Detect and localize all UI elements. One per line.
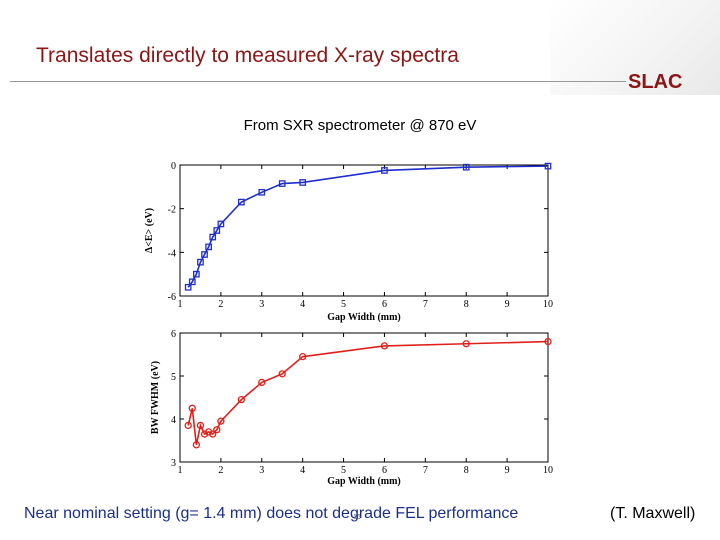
data-point (237, 198, 245, 206)
data-point (299, 179, 307, 186)
data-point (462, 340, 470, 348)
plot-frame (179, 164, 549, 297)
x-tick-label: 9 (505, 465, 510, 476)
data-point (188, 404, 196, 412)
data-point (381, 167, 388, 174)
data-point (278, 180, 286, 187)
data-point (184, 421, 192, 430)
x-tick-label: 8 (464, 465, 469, 476)
x-tick-label: 2 (218, 299, 223, 310)
data-point (193, 270, 200, 278)
chart-subtitle: From SXR spectrometer @ 870 eV (243, 117, 477, 134)
data-point (217, 220, 225, 228)
x-axis-label: Gap Width (mm) (327, 476, 401, 487)
x-tick-label: 3 (259, 465, 264, 476)
data-point (278, 370, 286, 378)
data-point (209, 233, 217, 241)
series-line (187, 340, 549, 445)
y-tick-label: -4 (168, 248, 176, 259)
data-point (258, 378, 266, 387)
x-tick-label: 9 (505, 299, 510, 310)
data-point (213, 426, 221, 434)
x-tick-label: 7 (423, 299, 428, 310)
y-axis-label: Δ<E> (eV) (144, 208, 155, 253)
x-tick-label: 1 (178, 299, 183, 310)
data-point (380, 342, 389, 350)
data-point (258, 188, 266, 196)
data-point (209, 430, 217, 438)
data-point (462, 163, 470, 171)
x-tick-label: 1 (178, 465, 183, 476)
data-point (204, 428, 213, 436)
data-point (544, 337, 552, 346)
data-point (188, 278, 196, 286)
y-tick-label: 6 (171, 329, 176, 340)
x-tick-label: 2 (218, 465, 223, 476)
y-tick-label: -6 (168, 292, 176, 303)
x-tick-label: 7 (423, 465, 428, 476)
credit-text: (T. Maxwell) (610, 505, 696, 522)
y-tick-label: 0 (171, 161, 176, 172)
x-tick-label: 5 (341, 465, 346, 476)
y-tick-label: -2 (168, 205, 176, 216)
data-point (201, 251, 208, 258)
y-axis-label: BW FWHM (eV) (150, 361, 161, 434)
title-divider (10, 81, 626, 82)
y-tick-label: 4 (171, 415, 176, 426)
x-tick-label: 5 (341, 299, 346, 310)
data-point (192, 441, 201, 449)
page-number: 16 (353, 514, 361, 521)
data-point (196, 421, 205, 430)
data-point (237, 395, 245, 404)
x-tick-label: 4 (300, 299, 305, 310)
footer-note: Near nominal setting (g= 1.4 mm) does no… (24, 505, 519, 522)
x-axis-label: Gap Width (mm) (327, 312, 401, 323)
data-point (544, 162, 552, 170)
data-point (205, 243, 212, 251)
data-point (184, 283, 192, 291)
x-tick-label: 4 (300, 465, 305, 476)
y-tick-label: 5 (171, 372, 176, 383)
data-point (217, 417, 225, 425)
x-tick-label: 8 (464, 299, 469, 310)
x-tick-label: 10 (543, 465, 553, 476)
data-point (200, 430, 209, 438)
data-point (197, 258, 204, 266)
x-tick-label: 6 (382, 465, 387, 476)
x-tick-label: 6 (382, 299, 387, 310)
slac-logo: SLAC (628, 71, 683, 93)
slide-title: Translates directly to measured X-ray sp… (36, 44, 459, 67)
plot-frame (179, 332, 549, 463)
chart-top: 1 2 3 4 5 6 7 8 9 10 -6 -4 -2 0 Gap Width (mm) Δ<E> (eV… (144, 161, 553, 323)
data-point (299, 352, 307, 361)
data-point (213, 227, 221, 234)
x-tick-label: 10 (543, 299, 553, 310)
corner-decoration (550, 0, 720, 95)
series-line (187, 165, 549, 288)
x-tick-label: 3 (259, 299, 264, 310)
y-tick-label: 3 (171, 458, 176, 469)
